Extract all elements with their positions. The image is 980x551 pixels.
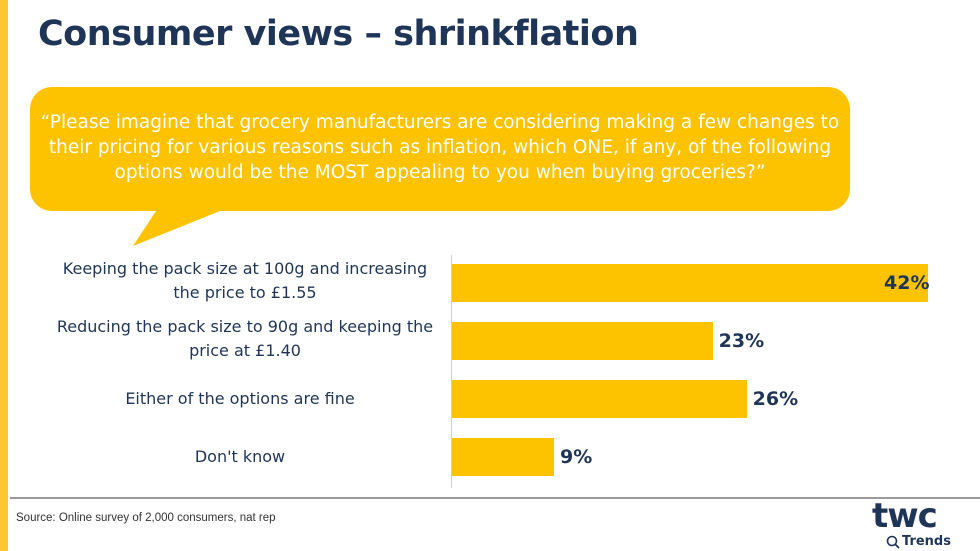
data-label: 23%	[718, 330, 765, 352]
bar	[452, 264, 928, 302]
category-label: Keeping the pack size at 100g and increa…	[62, 259, 428, 302]
bar	[452, 438, 554, 476]
twc-trends-logo: twc Trends	[872, 498, 951, 549]
bar	[452, 380, 747, 418]
bubble-tail	[133, 205, 235, 246]
question-text: “Please imagine that grocery manufacture…	[40, 112, 840, 183]
chart-axis	[451, 255, 452, 488]
category-label: Either of the options are fine	[125, 389, 355, 408]
accent-strip	[0, 0, 8, 551]
category-label: Don't know	[194, 447, 286, 466]
logo-sub: Trends	[902, 534, 951, 549]
data-label: 42%	[884, 272, 930, 294]
data-label: 26%	[752, 388, 799, 410]
footer-divider	[10, 497, 980, 499]
page-title: Consumer views – shrinkflation	[38, 14, 639, 54]
source-note: Source: Online survey of 2,000 consumers…	[16, 512, 276, 524]
magnifier-icon	[886, 535, 900, 549]
data-label: 9%	[560, 446, 593, 468]
logo-main: twc	[872, 496, 938, 536]
category-label: Reducing the pack size to 90g and keepin…	[56, 317, 434, 360]
question-bubble	[30, 87, 850, 211]
bar	[452, 322, 713, 360]
